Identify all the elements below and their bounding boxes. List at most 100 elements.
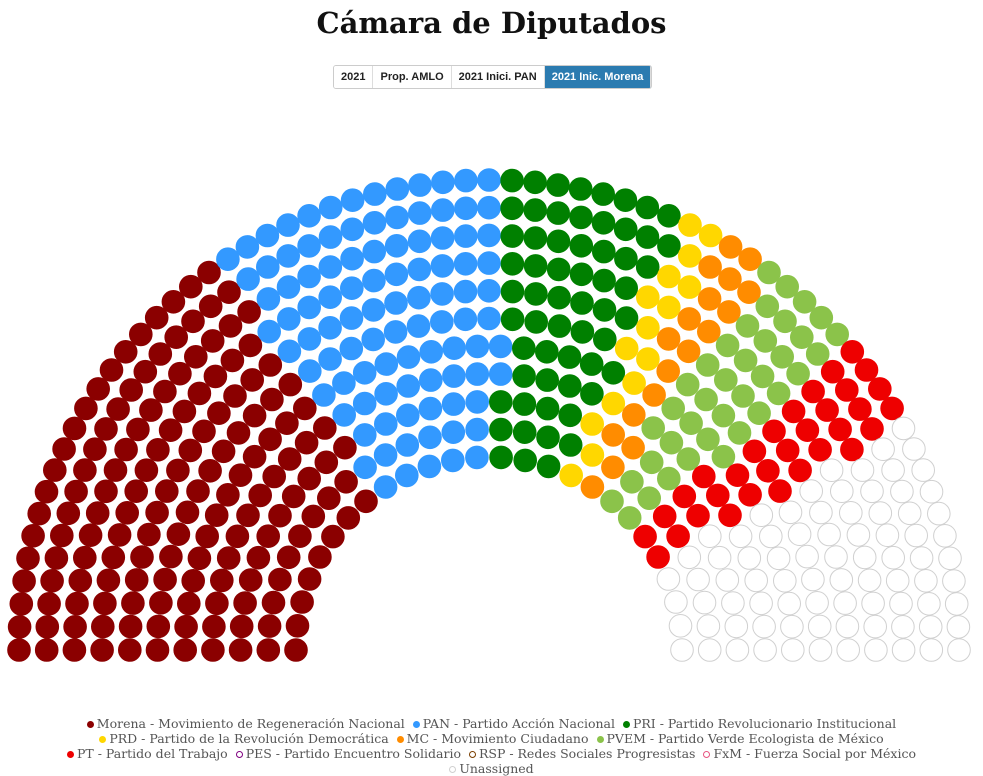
seat xyxy=(195,524,219,549)
seat xyxy=(137,522,161,547)
seat xyxy=(500,307,525,332)
seat xyxy=(835,614,860,639)
seat xyxy=(942,569,966,593)
seat xyxy=(891,638,916,662)
seat xyxy=(430,310,454,334)
seat xyxy=(600,489,624,514)
seat xyxy=(698,223,723,248)
legend-item: PAN - Partido Acción Nacional xyxy=(412,716,615,731)
seat xyxy=(809,305,834,330)
seat xyxy=(622,371,646,395)
seat xyxy=(523,170,547,195)
seat xyxy=(875,523,900,548)
seat xyxy=(86,377,110,401)
seat xyxy=(909,546,934,570)
seat xyxy=(181,569,205,593)
seat xyxy=(697,319,721,344)
seat xyxy=(500,279,525,304)
seat xyxy=(454,224,478,248)
seat xyxy=(62,416,87,441)
seat xyxy=(96,568,121,593)
seat xyxy=(591,211,616,235)
seat xyxy=(281,484,306,509)
seat xyxy=(276,244,301,268)
seat xyxy=(145,500,169,525)
seat xyxy=(317,486,341,511)
seat xyxy=(786,361,810,386)
seat xyxy=(601,423,626,447)
seat xyxy=(318,195,343,220)
seat xyxy=(656,359,681,383)
legend-label: PT - Partido del Trabajo xyxy=(76,746,228,761)
seat xyxy=(614,276,639,300)
seat xyxy=(546,201,571,225)
seat xyxy=(106,397,130,421)
seat xyxy=(228,463,253,488)
seat xyxy=(735,314,760,338)
seat xyxy=(947,638,971,662)
seat xyxy=(828,417,852,442)
seat xyxy=(465,445,489,470)
seat xyxy=(301,504,326,529)
seat xyxy=(395,433,420,457)
seat xyxy=(657,264,681,289)
seat xyxy=(228,638,253,662)
seat xyxy=(174,614,198,639)
seat xyxy=(546,257,571,282)
seat xyxy=(657,295,681,320)
seat xyxy=(418,425,442,450)
seat xyxy=(636,285,660,309)
seat xyxy=(396,345,421,369)
seat xyxy=(73,545,97,570)
seat xyxy=(187,546,212,571)
seat xyxy=(256,638,281,662)
legend-item: PT - Partido del Trabajo xyxy=(66,746,228,761)
legend-marker xyxy=(622,721,630,728)
seat xyxy=(477,279,501,303)
seat xyxy=(85,501,110,525)
seat xyxy=(198,294,223,319)
seat xyxy=(294,430,319,455)
seat xyxy=(622,403,646,427)
legend-label: RSP - Redes Sociales Progresistas xyxy=(478,746,696,761)
seat xyxy=(290,590,314,614)
seat xyxy=(642,383,666,407)
scenario-button[interactable]: 2021 Inic. Morena xyxy=(544,66,652,88)
seat xyxy=(124,568,149,592)
seat xyxy=(454,196,478,221)
scenario-button[interactable]: Prop. AMLO xyxy=(373,66,452,88)
seat xyxy=(753,638,777,662)
seat xyxy=(298,359,322,383)
seat xyxy=(891,615,915,639)
seat xyxy=(546,229,571,254)
seat xyxy=(361,327,386,352)
seat xyxy=(262,464,287,489)
seat xyxy=(477,195,501,220)
seat xyxy=(374,352,399,376)
seat xyxy=(454,168,478,193)
seat xyxy=(614,336,639,361)
seat xyxy=(383,320,408,344)
seat xyxy=(488,334,513,359)
seat xyxy=(677,275,702,299)
seat xyxy=(340,217,365,242)
seat xyxy=(172,399,197,424)
seat xyxy=(297,264,321,289)
seat xyxy=(523,226,548,250)
seat xyxy=(718,267,742,291)
seat xyxy=(257,319,282,344)
seat xyxy=(465,334,490,359)
seat xyxy=(557,345,582,369)
seat xyxy=(766,546,791,571)
scenario-button[interactable]: 2021 Inici. PAN xyxy=(451,66,545,88)
seat xyxy=(733,348,758,373)
scenario-button[interactable]: 2021 xyxy=(334,66,374,88)
seat xyxy=(620,470,644,494)
seat xyxy=(107,523,132,547)
seat xyxy=(933,524,957,548)
seat xyxy=(187,381,212,406)
seat xyxy=(676,447,701,471)
seat xyxy=(384,262,409,287)
seat xyxy=(419,368,443,392)
seat xyxy=(580,443,605,467)
